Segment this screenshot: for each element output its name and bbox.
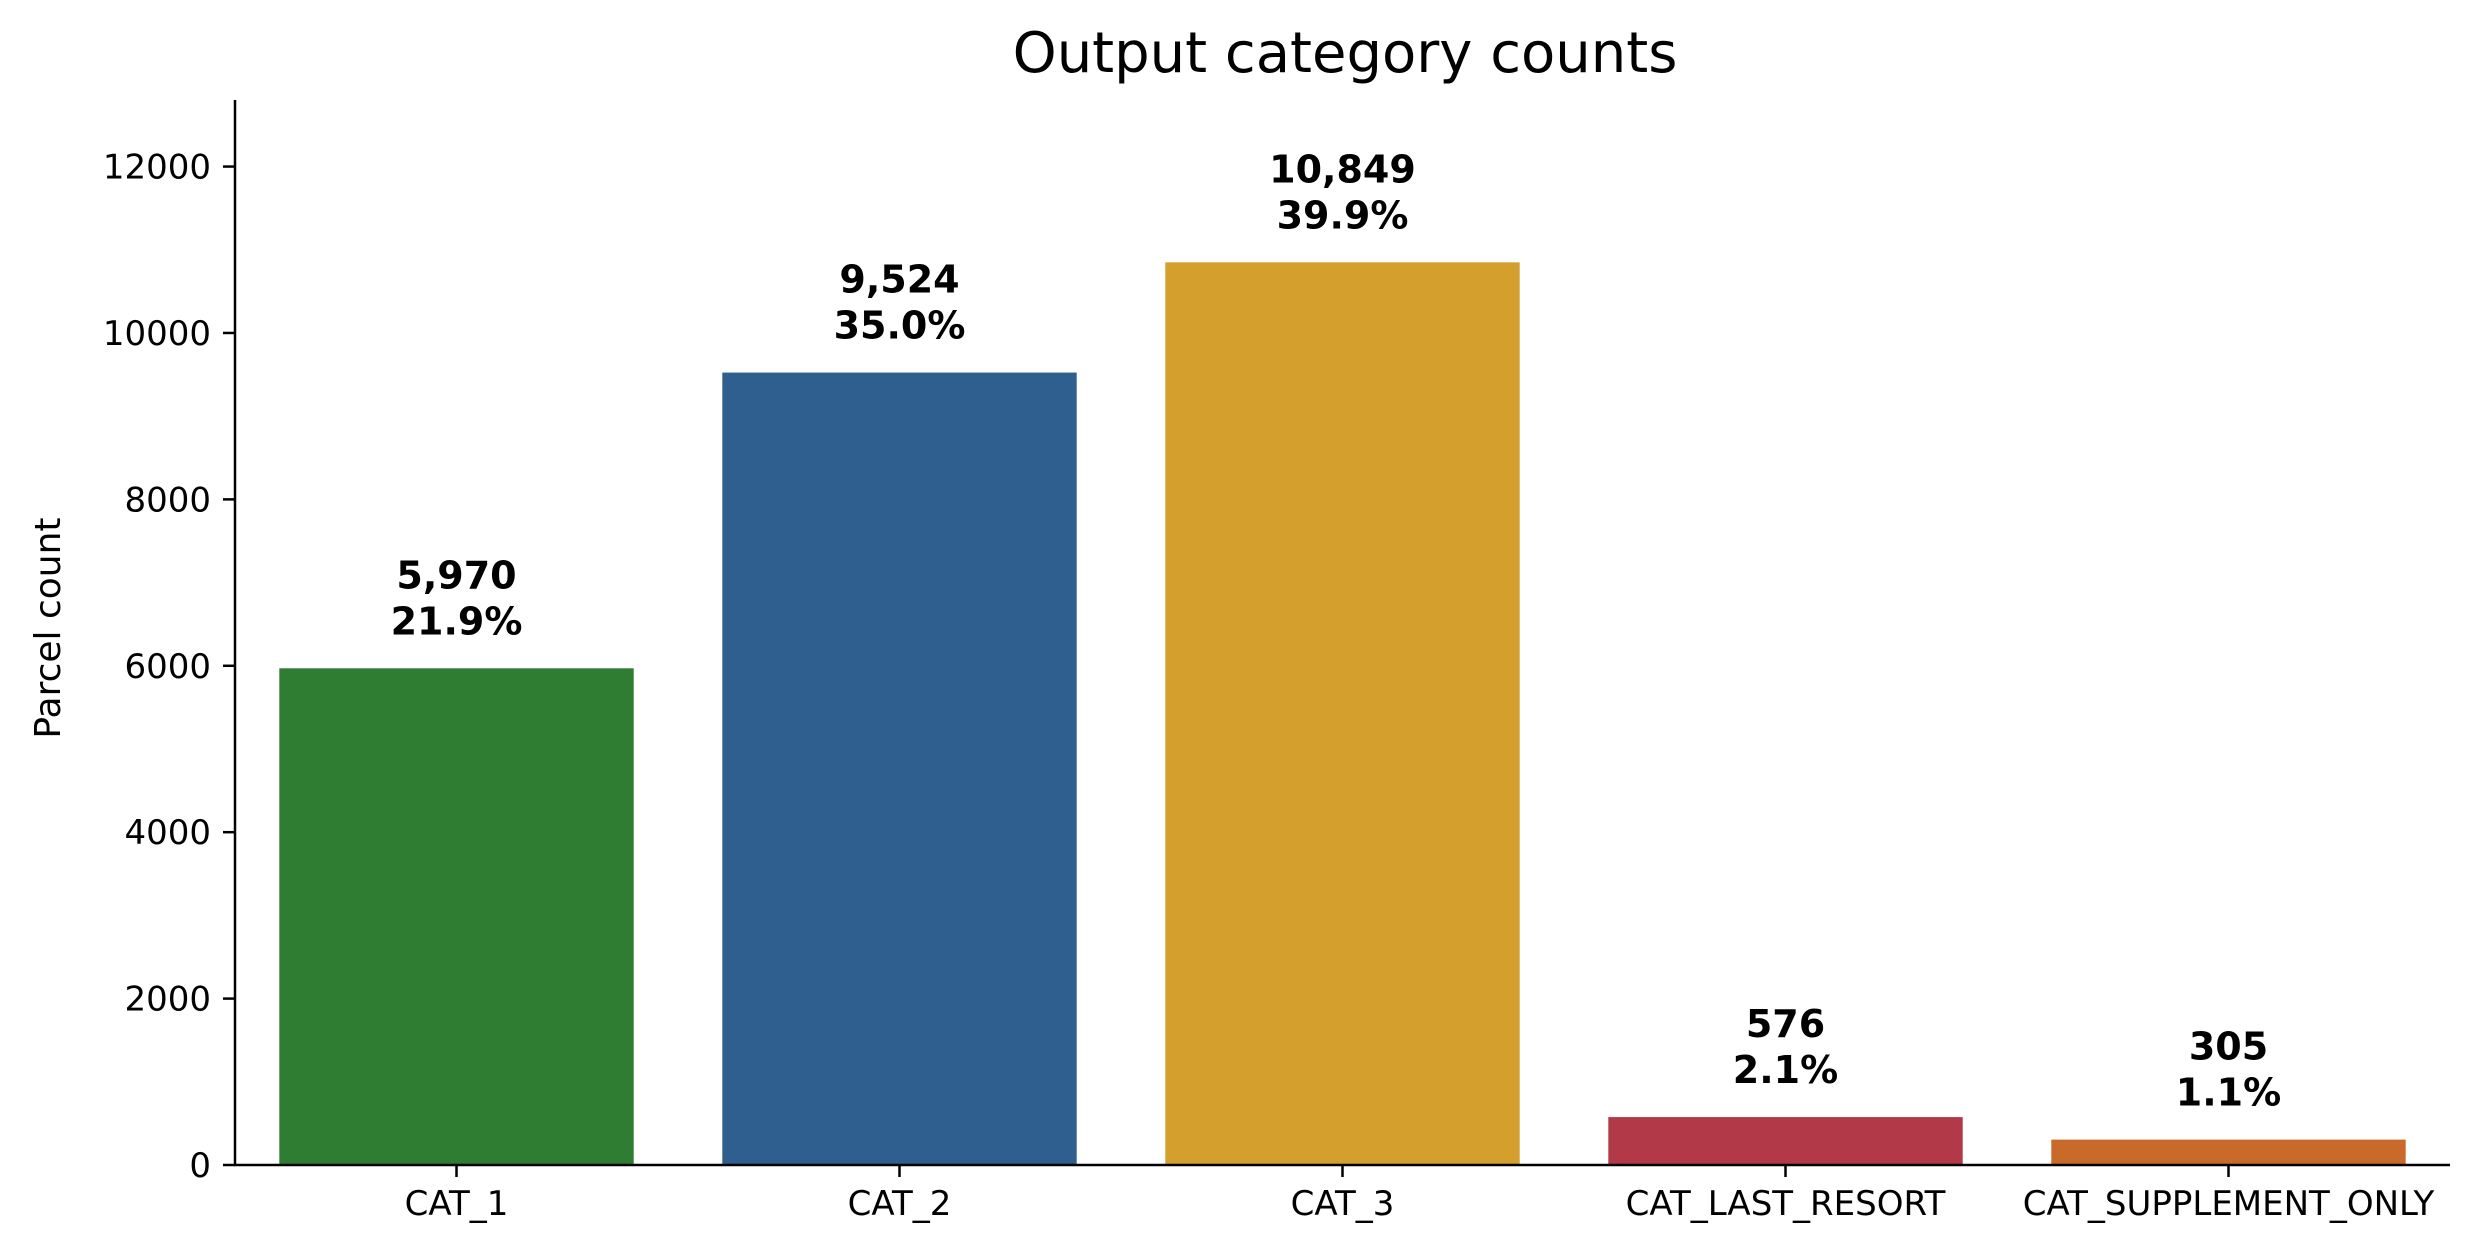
y-tick-label: 6000 xyxy=(124,647,211,687)
chart-title: Output category counts xyxy=(1013,21,1678,86)
y-axis-label: Parcel count xyxy=(28,517,69,738)
bar-percent-label: 35.0% xyxy=(834,304,966,348)
bar-percent-label: 39.9% xyxy=(1277,193,1409,237)
bar-count-label: 5,970 xyxy=(396,553,516,597)
y-axis-ticks: 0 2000 4000 6000 8000 10000 12000 xyxy=(103,148,235,1186)
bar-count-label: 576 xyxy=(1746,1002,1825,1046)
y-tick-label: 2000 xyxy=(124,980,211,1020)
bar-percent-label: 21.9% xyxy=(391,599,523,643)
y-tick-label: 8000 xyxy=(124,480,211,520)
x-tick-label: CAT_LAST_RESORT xyxy=(1626,1184,1946,1224)
y-tick-label: 4000 xyxy=(124,813,211,853)
y-tick-label: 10000 xyxy=(103,314,211,354)
y-tick-label: 12000 xyxy=(103,148,211,188)
bar xyxy=(722,372,1077,1165)
x-tick-label: CAT_2 xyxy=(848,1184,952,1224)
bar-count-label: 9,524 xyxy=(839,258,959,302)
y-tick-label: 0 xyxy=(189,1146,211,1186)
x-tick-label: CAT_1 xyxy=(405,1184,509,1224)
bar xyxy=(2051,1139,2406,1165)
x-tick-label: CAT_SUPPLEMENT_ONLY xyxy=(2023,1184,2435,1224)
bar xyxy=(279,668,634,1165)
bar-percent-label: 2.1% xyxy=(1733,1048,1838,1092)
bar-count-label: 305 xyxy=(2189,1025,2268,1069)
bar-count-label: 10,849 xyxy=(1269,147,1416,191)
x-tick-label: CAT_3 xyxy=(1291,1184,1395,1224)
x-axis-ticks: CAT_1 CAT_2 CAT_3 CAT_LAST_RESORT CAT_SUPPLE… xyxy=(405,1165,2435,1224)
bar-percent-label: 1.1% xyxy=(2176,1071,2281,1115)
bar xyxy=(1165,262,1520,1165)
bar xyxy=(1608,1117,1963,1165)
